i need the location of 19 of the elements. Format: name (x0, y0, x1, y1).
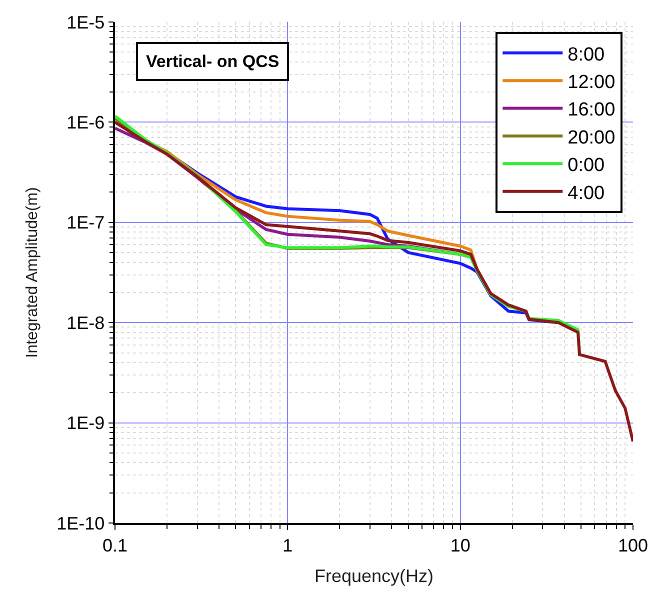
legend-label: 12:00 (568, 72, 616, 93)
x-tick-label: 100 (618, 535, 648, 556)
y-tick-label: 1E-8 (66, 312, 105, 333)
y-tick-label: 1E-7 (66, 212, 105, 233)
x-tick-label: 1 (282, 535, 293, 556)
legend-label: 16:00 (568, 100, 616, 121)
y-tick-label: 1E-10 (56, 513, 105, 534)
y-tick-label: 1E-6 (66, 112, 105, 132)
legend-label: 4:00 (568, 182, 605, 204)
legend-label: 8:00 (568, 44, 605, 66)
legend-label: 0:00 (568, 155, 605, 176)
x-tick-label: 0.1 (102, 535, 128, 556)
x-axis-title: Frequency(Hz) (314, 566, 434, 586)
annotation: Vertical- on QCS (146, 52, 280, 71)
y-axis-title: Integrated Amplitude(m) (24, 187, 42, 358)
x-tick-label: 10 (450, 535, 470, 556)
y-tick-label: 1E-5 (66, 12, 105, 32)
y-tick-label: 1E-9 (66, 413, 105, 434)
legend-label: 20:00 (568, 127, 616, 148)
